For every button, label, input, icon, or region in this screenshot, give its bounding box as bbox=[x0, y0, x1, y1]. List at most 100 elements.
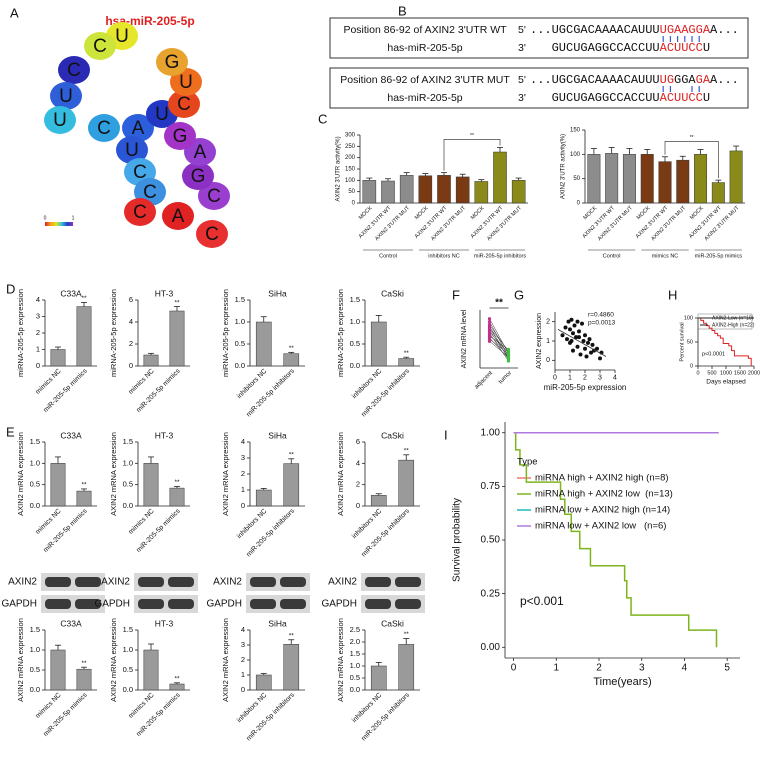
y-tick-label: 2 bbox=[546, 319, 550, 326]
x-axis-label: Time(years) bbox=[593, 676, 651, 688]
bar bbox=[370, 321, 387, 367]
x-tick-label: MOCK bbox=[689, 205, 705, 221]
y-axis-label: AXIN2 mRNA expression bbox=[16, 618, 25, 702]
sequence-box bbox=[329, 67, 749, 109]
nucleotide-label: U bbox=[155, 104, 169, 125]
nucleotide bbox=[168, 90, 200, 118]
bar bbox=[694, 154, 708, 204]
group-label: Control bbox=[379, 253, 397, 259]
sequence-box bbox=[329, 17, 749, 59]
bar bbox=[143, 463, 159, 507]
scatter-point bbox=[592, 348, 596, 353]
nucleotide bbox=[198, 182, 230, 210]
y-tick-label: 1.5 bbox=[235, 295, 245, 304]
y-axis-label: miRNA-205-5p expression bbox=[16, 289, 25, 377]
y-tick-label: 4 bbox=[241, 625, 245, 634]
y-tick-label: 4 bbox=[129, 317, 133, 326]
annotation: p=0.0013 bbox=[588, 320, 616, 327]
sequence-label: Position 86-92 of AXIN2 3'UTR WT bbox=[343, 24, 507, 36]
scatter-point bbox=[575, 344, 580, 349]
scatter-point bbox=[577, 329, 581, 334]
pair-line bbox=[489, 328, 509, 356]
pair-point bbox=[506, 347, 511, 352]
x-tick-label: AXIN2 3'UTR MUT bbox=[704, 205, 741, 242]
bar bbox=[255, 489, 272, 507]
sequence-highlight: ACUUCC bbox=[660, 91, 703, 105]
significance-label: ** bbox=[81, 482, 87, 489]
x-tick-label: 500 bbox=[707, 370, 716, 376]
nucleotide-label: C bbox=[133, 162, 147, 183]
y-tick-label: 2 bbox=[36, 328, 40, 337]
chart-title: CaSki bbox=[381, 288, 404, 298]
y-tick-label: 0.5 bbox=[30, 480, 40, 489]
y-tick-label: 0 bbox=[356, 501, 360, 510]
scatter-point bbox=[587, 337, 592, 342]
nucleotide-label: C bbox=[133, 202, 147, 223]
y-tick-label: 250 bbox=[345, 144, 356, 150]
chart-title: CaSki bbox=[381, 618, 404, 628]
y-tick-label: 0 bbox=[241, 685, 245, 694]
y-axis-label: AXIN2 3'UTR activity(%) bbox=[561, 134, 567, 199]
nucleotide bbox=[170, 68, 202, 96]
nucleotide bbox=[116, 136, 148, 164]
sequence: GUCUGAGGCCACCUUACUUCCU bbox=[552, 41, 710, 55]
nucleotide bbox=[88, 114, 120, 142]
x-tick-label: AXIN2 3'UTR MUT bbox=[650, 205, 687, 242]
panel-label: E bbox=[6, 424, 15, 439]
sequence: GUCUGAGGCCACCUUACUUCCU bbox=[552, 91, 710, 105]
blot-band bbox=[395, 599, 421, 609]
significance-bracket bbox=[443, 139, 501, 171]
bar bbox=[76, 490, 92, 507]
bar bbox=[255, 674, 272, 691]
y-tick-label: 1.0 bbox=[123, 645, 133, 654]
y-tick-label: 3 bbox=[241, 453, 245, 462]
nucleotide bbox=[164, 122, 196, 150]
y-tick-label: 0.25 bbox=[481, 588, 501, 599]
nucleotide bbox=[122, 114, 154, 142]
y-tick-label: 50 bbox=[687, 339, 693, 345]
y-axis-label: AXIN2 mRNA expression bbox=[221, 618, 230, 702]
pair-point bbox=[506, 355, 511, 359]
nucleotide bbox=[58, 56, 90, 84]
bar bbox=[511, 180, 526, 204]
nucleotide bbox=[84, 32, 116, 60]
bar bbox=[283, 644, 300, 691]
x-tick-label: adjacent bbox=[474, 370, 495, 391]
y-tick-label: 1 bbox=[241, 670, 245, 679]
y-axis-label: miRNA-205-5p expression bbox=[221, 289, 230, 377]
x-tick-label: 0 bbox=[511, 663, 517, 674]
blot-band bbox=[280, 577, 306, 587]
x-tick-label: tumor bbox=[498, 370, 513, 385]
scatter-point bbox=[571, 331, 575, 336]
chart-title: C33A bbox=[60, 618, 82, 628]
scatter-point bbox=[598, 356, 602, 361]
y-axis-label: Percent survival bbox=[679, 322, 685, 361]
prime-label: 5' bbox=[518, 74, 526, 86]
y-tick-label: 0.0 bbox=[350, 361, 360, 370]
blot-band bbox=[168, 577, 194, 587]
bar bbox=[418, 175, 433, 204]
scatter-point bbox=[560, 333, 565, 338]
blot-band bbox=[250, 577, 276, 587]
bar bbox=[622, 154, 636, 204]
scatter-point bbox=[590, 342, 595, 347]
x-tick-label: miR-205-5p inhibitors bbox=[245, 367, 296, 418]
y-tick-label: 0.0 bbox=[350, 685, 360, 694]
pair-line bbox=[489, 338, 509, 355]
y-axis-label: AXIN2 mRNA expression bbox=[109, 618, 118, 702]
blot-band bbox=[75, 599, 101, 609]
bar bbox=[362, 180, 377, 204]
y-tick-label: 0.5 bbox=[123, 665, 133, 674]
nucleotide-label: C bbox=[93, 36, 107, 57]
group-label: inhibitors NC bbox=[428, 253, 460, 259]
bar bbox=[605, 153, 619, 204]
nucleotide-label: A bbox=[194, 142, 207, 163]
sequence-label: Position 86-92 of AXIN2 3'UTR MUT bbox=[340, 74, 510, 86]
blot-label: AXIN2 bbox=[328, 577, 357, 588]
x-tick-label: MOCK bbox=[470, 205, 486, 221]
pair-point bbox=[487, 339, 492, 343]
chart-title: HT-3 bbox=[155, 430, 174, 440]
significance-label: ** bbox=[174, 299, 180, 306]
x-tick-label: MOCK bbox=[582, 205, 598, 221]
nucleotide-label: C bbox=[67, 60, 81, 81]
